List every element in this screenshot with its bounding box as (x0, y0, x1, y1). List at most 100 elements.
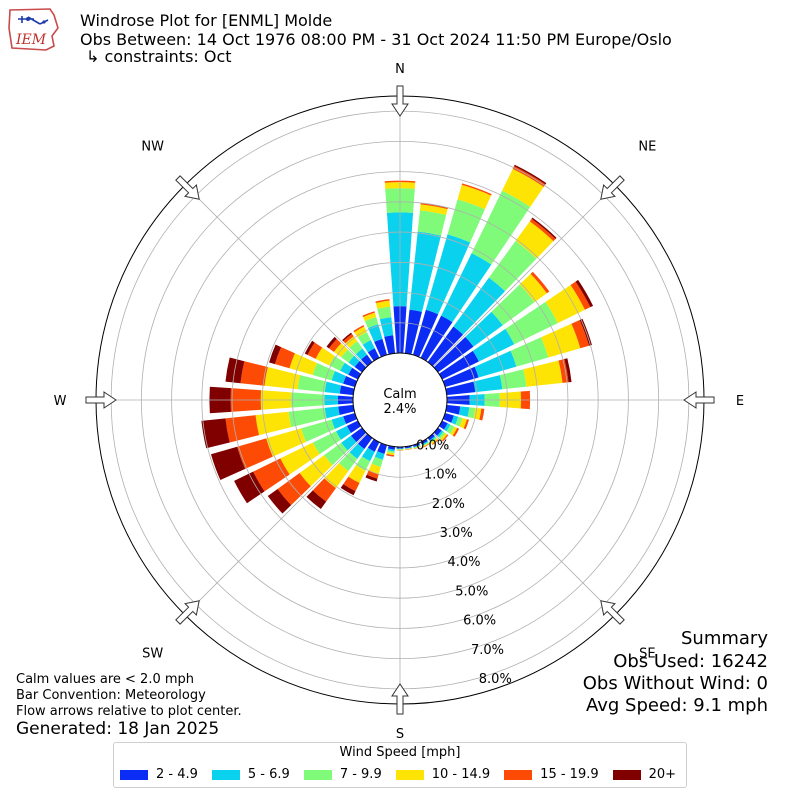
iem-logo: IEM (8, 8, 59, 51)
arrow-ne-icon (600, 175, 625, 200)
bar-segment-290-bin-3 (289, 353, 318, 375)
bar-segment-290-bin-1 (331, 371, 347, 384)
bar-segment-210-bin-1 (361, 447, 375, 462)
legend-swatch (395, 769, 424, 780)
bar-segment-30-bin-5 (514, 164, 547, 185)
bar-segment-120-bin-3 (450, 426, 458, 436)
bar-segment-160-bin-4 (414, 446, 421, 450)
bar-segment-60-bin-5 (575, 279, 594, 308)
bar-segment-40-bin-5 (531, 217, 557, 239)
bar-segment-340-bin-2 (364, 317, 379, 329)
bar-segment-310-bin-5 (326, 336, 337, 349)
bar-segment-70-bin-1 (474, 350, 517, 378)
obs-between: Obs Between: 14 Oct 1976 08:00 PM - 31 O… (80, 30, 672, 49)
bar-segment-140-bin-0 (427, 433, 435, 441)
direction-label-e: E (736, 394, 744, 409)
bar-segment-20-bin-1 (425, 234, 471, 315)
bar-segment-60-bin-3 (545, 284, 585, 324)
legend-label: 2 - 4.9 (156, 767, 198, 782)
legend-item: 5 - 6.9 (211, 767, 290, 782)
radial-tick-label: 2.0% (432, 497, 465, 512)
legend-item: 15 - 19.9 (504, 767, 599, 782)
bar-segment-160-bin-2 (413, 445, 421, 449)
bar-segment-70-bin-3 (540, 323, 581, 358)
bar-segment-100-bin-4 (479, 408, 485, 421)
calm-percent: 2.4% (383, 402, 416, 417)
bar-segment-230-bin-0 (350, 427, 367, 443)
note-calm-values: Calm values are < 2.0 mph (16, 672, 195, 687)
bar-segment-330-bin-1 (362, 340, 375, 353)
bar-segment-280-bin-3 (264, 367, 301, 390)
radial-tick-label: 6.0% (463, 614, 496, 629)
bar-segment-200-bin-0 (377, 442, 388, 454)
direction-label-s: S (396, 727, 404, 742)
note-bar-convention: Bar Convention: Meteorology (16, 688, 206, 703)
calm-label: Calm (383, 387, 416, 402)
summary-obs-used: Obs Used: 16242 (613, 651, 768, 672)
legend-swatch (211, 769, 240, 780)
constraints: ↳ constraints: Oct (86, 47, 232, 66)
legend-label: 5 - 6.9 (247, 767, 290, 782)
bar-segment-190-bin-5 (386, 454, 395, 457)
bar-segment-190-bin-4 (386, 453, 395, 457)
bar-segment-280-bin-2 (297, 375, 327, 393)
bar-segment-300-bin-1 (340, 362, 353, 375)
bar-segment-20-bin-0 (412, 309, 439, 358)
bar-segment-350-bin-3 (375, 300, 391, 309)
bar-segment-50-bin-3 (519, 273, 547, 303)
bar-segment-140-bin-1 (429, 435, 436, 442)
bar-segment-320-bin-0 (361, 354, 373, 367)
bar-segment-120-bin-4 (452, 427, 460, 437)
bar-segment-240-bin-5 (234, 471, 265, 504)
direction-arrows (85, 85, 715, 715)
bar-segment-230-bin-2 (324, 442, 348, 466)
bar-segment-70-bin-2 (510, 337, 549, 367)
bar-segment-250-bin-3 (266, 428, 306, 457)
bar-segment-330-bin-2 (357, 331, 371, 345)
bar-segment-320-bin-3 (345, 336, 358, 348)
bar-segment-150-bin-0 (420, 438, 428, 445)
arrow-n-icon (391, 85, 409, 117)
bar-segment-260-bin-2 (288, 407, 327, 428)
legend-item: 2 - 4.9 (120, 767, 198, 782)
bar-segment-10-bin-1 (409, 231, 441, 312)
bar-segment-100-bin-0 (445, 404, 461, 415)
bar-segment-30-bin-0 (420, 315, 453, 362)
bar-segment-300-bin-0 (348, 367, 362, 380)
radial-tick-label: 5.0% (455, 584, 488, 599)
legend-label: 15 - 19.9 (540, 767, 599, 782)
bar-segment-50-bin-4 (530, 271, 550, 294)
legend-swatch (612, 769, 641, 780)
bar-segment-340-bin-4 (362, 311, 375, 318)
bar-segment-40-bin-0 (427, 326, 464, 367)
bar-segment-200-bin-4 (366, 470, 379, 479)
bar-segment-30-bin-3 (502, 168, 544, 207)
bar-segment-210-bin-3 (348, 465, 366, 484)
bar-segment-220-bin-0 (357, 433, 373, 450)
bar-segment-140-bin-3 (431, 438, 438, 445)
bar-segment-10-bin-3 (419, 204, 448, 216)
legend-item: 20+ (612, 767, 677, 782)
bar-segment-340-bin-0 (374, 338, 388, 358)
bar-segment-80-bin-0 (445, 381, 476, 396)
bar-segment-110-bin-1 (451, 415, 459, 425)
bar-segment-150-bin-3 (422, 442, 430, 448)
bar-segment-260-bin-1 (324, 406, 340, 419)
bar-segment-240-bin-3 (280, 442, 320, 475)
bar-segment-340-bin-1 (367, 324, 383, 342)
bar-segment-260-bin-4 (225, 415, 260, 443)
bar-segment-130-bin-1 (437, 430, 444, 438)
arrow-e-icon (683, 391, 715, 409)
bar-segment-310-bin-2 (341, 349, 355, 363)
bar-segment-80-bin-1 (473, 375, 503, 393)
chart-title: Windrose Plot for [ENML] Molde (80, 11, 333, 30)
legend-swatch (120, 769, 148, 780)
grid-spoke (184, 184, 368, 368)
bar-segment-350-bin-1 (379, 317, 394, 337)
legend-label: 20+ (648, 767, 677, 782)
bar-segment-310-bin-0 (354, 361, 367, 373)
bar-segment-220-bin-5 (306, 490, 327, 509)
bar-segment-250-bin-1 (331, 416, 347, 429)
bar-segment-100-bin-2 (467, 407, 476, 419)
